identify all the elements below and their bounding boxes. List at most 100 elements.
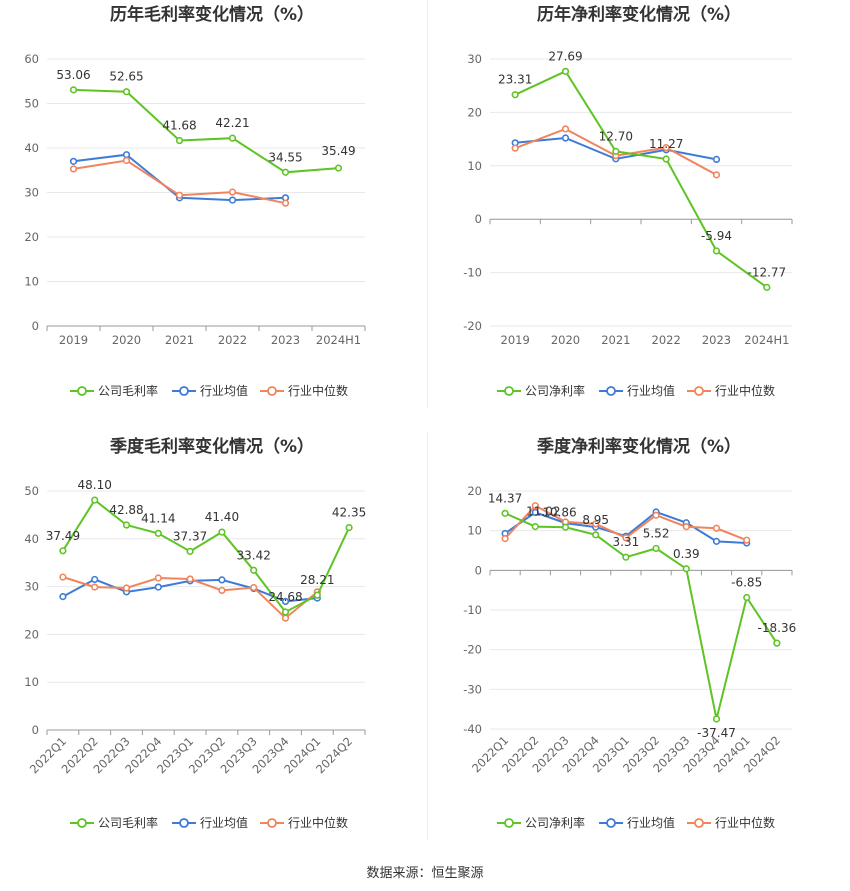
- legend-item-industry_avg[interactable]: 行业均值: [172, 383, 248, 398]
- data-label: 27.69: [548, 49, 582, 63]
- y-tick-label: 20: [467, 484, 482, 498]
- data-point-company: [91, 496, 99, 504]
- data-point-company: [122, 88, 131, 96]
- legend-marker-icon: [694, 386, 704, 396]
- x-tick-label: 2019: [501, 333, 530, 347]
- data-label: 23.31: [498, 73, 532, 87]
- data-point-company: [682, 565, 690, 573]
- data-label: -18.36: [758, 621, 797, 635]
- data-label: 0.39: [673, 547, 700, 561]
- data-label: -37.47: [697, 726, 736, 740]
- data-point-company: [712, 715, 721, 723]
- legend-marker-icon: [606, 818, 616, 828]
- data-point-company: [561, 523, 570, 531]
- data-point-industry_avg: [712, 537, 721, 545]
- legend-item-industry_median[interactable]: 行业中位数: [687, 815, 775, 830]
- legend-item-industry_median[interactable]: 行业中位数: [260, 383, 348, 398]
- legend-item-company[interactable]: 公司毛利率: [70, 815, 158, 830]
- legend-marker-icon: [606, 386, 616, 396]
- data-point-industry_median: [592, 520, 600, 528]
- legend-marker-icon: [504, 818, 514, 828]
- y-tick-label: 20: [24, 230, 39, 244]
- data-point-industry_median: [175, 191, 184, 199]
- legend-item-industry_avg[interactable]: 行业均值: [599, 383, 675, 398]
- data-label: 8.95: [582, 513, 609, 527]
- legend-item-company[interactable]: 公司毛利率: [70, 383, 158, 398]
- x-tick-label: 2020: [551, 333, 580, 347]
- data-label: -12.77: [747, 265, 786, 279]
- legend-label: 公司毛利率: [98, 383, 158, 398]
- data-label: 11.27: [649, 137, 683, 151]
- legend-marker-icon: [77, 386, 87, 396]
- data-point-industry_median: [154, 574, 162, 582]
- data-point-company: [228, 134, 237, 142]
- legend-label: 行业中位数: [715, 383, 775, 398]
- data-point-company: [712, 247, 721, 255]
- data-label: 53.06: [56, 68, 90, 82]
- data-point-industry_median: [662, 144, 670, 152]
- x-tick-label: 2022: [652, 333, 681, 347]
- y-tick-label: 50: [24, 97, 39, 111]
- data-point-industry_avg: [531, 508, 539, 517]
- y-tick-label: 30: [24, 186, 39, 200]
- data-point-company: [662, 155, 670, 163]
- legend-marker-icon: [77, 818, 87, 828]
- y-tick-label: 30: [24, 580, 39, 594]
- y-tick-label: 50: [24, 484, 39, 498]
- data-label: 24.68: [268, 590, 302, 604]
- legend-item-industry_median[interactable]: 行业中位数: [687, 383, 775, 398]
- legend-label: 公司净利率: [525, 383, 585, 398]
- y-tick-label: 20: [24, 627, 39, 641]
- legend-marker-icon: [179, 386, 189, 396]
- legend-item-company[interactable]: 公司净利率: [497, 815, 585, 830]
- legend-label: 行业中位数: [288, 383, 348, 398]
- y-tick-label: 40: [24, 532, 39, 546]
- chart-annual-gross-margin: 历年毛利率变化情况（%） 0 10 20 30 40 50 60 2019 2020 2021 202…: [24, 4, 366, 398]
- legend-marker-icon: [694, 818, 704, 828]
- y-tick-label: 0: [475, 212, 482, 226]
- legend-label: 行业均值: [200, 815, 248, 830]
- panel-divider-bottom: [427, 432, 428, 840]
- y-tick-label: 40: [24, 141, 39, 155]
- data-point-company: [334, 164, 343, 172]
- data-point-industry_median: [69, 165, 78, 173]
- data-point-company: [652, 544, 660, 553]
- data-label: 41.40: [205, 510, 239, 524]
- data-label: -5.94: [701, 229, 732, 243]
- x-tick-label: 2024H1: [744, 333, 789, 347]
- data-point-industry_median: [281, 199, 290, 207]
- x-tick-label: 2021: [165, 333, 194, 347]
- data-point-industry_avg: [218, 576, 226, 584]
- data-label: 5.52: [643, 526, 670, 540]
- chart-title: 季度毛利率变化情况（%）: [110, 436, 314, 457]
- data-point-industry_median: [682, 523, 690, 531]
- series-line-company: [504, 512, 778, 720]
- y-tick-label: 30: [467, 52, 482, 66]
- data-label: 42.35: [332, 506, 366, 520]
- legend-item-industry_median[interactable]: 行业中位数: [260, 815, 348, 830]
- chart-panel-annual-net-margin: 历年净利率变化情况（%） -20 -10 0 10 20 30 2019 2020 2021 202…: [427, 0, 850, 430]
- data-point-industry_median: [501, 534, 509, 543]
- data-point-industry_avg: [228, 196, 237, 204]
- data-point-industry_median: [622, 534, 630, 542]
- data-point-industry_median: [250, 583, 258, 592]
- legend-label: 行业均值: [627, 815, 675, 830]
- x-tick-label: 2023: [702, 333, 731, 347]
- data-point-company: [250, 566, 258, 574]
- data-label: 37.37: [173, 529, 207, 543]
- legend-item-industry_avg[interactable]: 行业均值: [172, 815, 248, 830]
- data-point-industry_median: [228, 188, 237, 196]
- data-point-industry_median: [91, 583, 99, 591]
- chart-title: 历年毛利率变化情况（%）: [110, 4, 314, 25]
- chart-quarterly-net-margin: 季度净利率变化情况（%）-40-30-20-10010202022Q12022Q…: [463, 436, 797, 830]
- data-point-industry_avg: [69, 157, 78, 165]
- data-point-company: [69, 86, 78, 94]
- data-point-industry_median: [712, 171, 721, 179]
- y-tick-label: -30: [463, 682, 482, 696]
- legend-item-industry_avg[interactable]: 行业均值: [599, 815, 675, 830]
- legend-label: 行业中位数: [288, 815, 348, 830]
- legend-item-company[interactable]: 公司净利率: [497, 383, 585, 398]
- data-point-industry_median: [59, 573, 67, 581]
- series-line-company: [62, 498, 351, 614]
- series-line-company: [73, 88, 339, 174]
